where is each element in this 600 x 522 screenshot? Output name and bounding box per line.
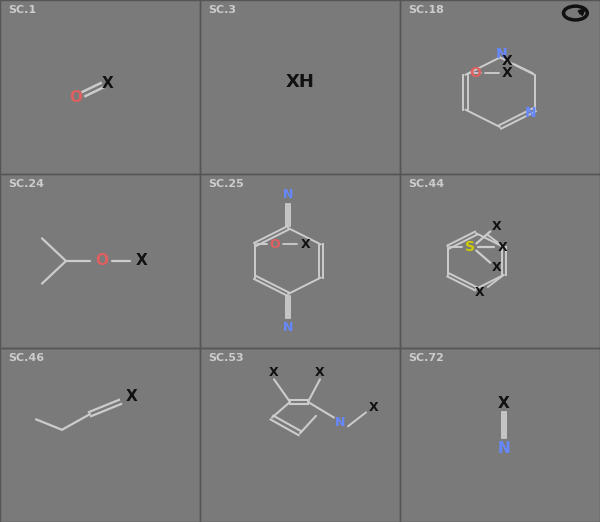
Text: XH: XH: [286, 73, 314, 91]
Text: X: X: [491, 262, 501, 275]
Text: O: O: [70, 90, 83, 105]
Text: X: X: [491, 220, 501, 233]
Text: O: O: [95, 254, 109, 268]
Text: X: X: [136, 254, 148, 268]
Text: N: N: [283, 321, 293, 334]
Text: SC.1: SC.1: [8, 5, 36, 15]
Text: SC.25: SC.25: [208, 179, 244, 189]
Text: X: X: [498, 396, 510, 411]
Text: SC.72: SC.72: [408, 353, 444, 363]
Text: X: X: [501, 54, 512, 68]
Text: X: X: [102, 76, 114, 91]
Text: SC.18: SC.18: [408, 5, 444, 15]
Text: X: X: [315, 366, 325, 379]
Text: X: X: [126, 389, 138, 404]
Text: SC.24: SC.24: [8, 179, 44, 189]
Text: O: O: [270, 238, 280, 251]
Text: SC.46: SC.46: [8, 353, 44, 363]
Text: X: X: [497, 241, 507, 254]
Text: S: S: [465, 240, 475, 254]
Text: SC.53: SC.53: [208, 353, 244, 363]
Text: SC.44: SC.44: [408, 179, 444, 189]
Text: N: N: [496, 47, 508, 61]
Text: X: X: [502, 66, 513, 80]
Text: X: X: [300, 238, 310, 251]
Text: SC.3: SC.3: [208, 5, 236, 15]
Text: O: O: [469, 66, 481, 80]
Text: N: N: [335, 417, 345, 429]
Text: X: X: [269, 366, 279, 379]
Text: N: N: [525, 106, 536, 120]
Text: N: N: [283, 188, 293, 201]
Text: X: X: [369, 401, 379, 413]
Text: X: X: [475, 286, 485, 299]
Text: N: N: [497, 442, 511, 456]
